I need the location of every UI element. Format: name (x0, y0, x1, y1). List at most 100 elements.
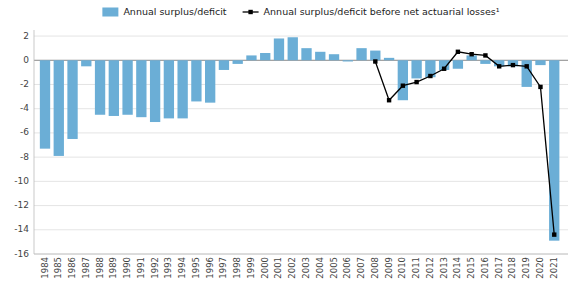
x-tick-label: 2021 (549, 257, 559, 279)
bar (480, 60, 490, 64)
y-tick-label: -4 (20, 103, 29, 113)
y-tick-label: -2 (20, 79, 29, 89)
bar (122, 60, 132, 114)
bar (150, 60, 160, 122)
y-tick-label: -6 (20, 127, 29, 137)
bar (411, 60, 421, 78)
x-tick-label: 2004 (315, 257, 325, 279)
series-bar (40, 37, 560, 240)
bar (522, 60, 532, 87)
bar (549, 60, 559, 240)
grid-line (34, 132, 568, 133)
bar (343, 60, 353, 61)
legend-label: Annual surplus/deficit (123, 6, 226, 17)
bar (246, 55, 256, 60)
x-tick-label: 1995 (191, 257, 201, 279)
bar (95, 60, 105, 114)
legend-item: Annual surplus/deficit before net actuar… (243, 6, 500, 17)
series-line (373, 50, 556, 237)
bar (535, 60, 545, 65)
marker (442, 67, 446, 71)
bar (384, 58, 394, 60)
plot-area (40, 37, 560, 240)
bar (67, 60, 77, 139)
marker (373, 59, 377, 63)
y-tick-label: -14 (14, 224, 29, 234)
x-tick-label: 1992 (150, 257, 160, 279)
bar (315, 52, 325, 60)
legend: Annual surplus/deficit Annual surplus/def… (102, 6, 499, 17)
x-tick-label: 2001 (273, 257, 283, 279)
marker (401, 83, 405, 87)
bar (301, 48, 311, 60)
legend-label: Annual surplus/deficit before net actuar… (264, 6, 500, 17)
x-tick-label: 1985 (53, 257, 63, 279)
x-axis-line (34, 254, 568, 255)
marker (428, 74, 432, 78)
x-axis: 1984198519861987198819891990199119921993… (34, 254, 568, 279)
y-axis-line (34, 30, 35, 254)
x-tick-label: 2015 (466, 257, 476, 279)
bar (81, 60, 91, 66)
bar (54, 60, 64, 156)
x-tick-label: 2018 (507, 257, 517, 279)
x-tick-label: 1989 (108, 257, 118, 279)
x-tick-label: 2003 (301, 257, 311, 279)
bar (288, 37, 298, 60)
marker (497, 64, 501, 68)
bar (164, 60, 174, 118)
x-tick-label: 1996 (205, 257, 215, 279)
x-tick-label: 2009 (384, 257, 394, 279)
x-tick-label: 2014 (452, 257, 462, 279)
y-tick-label: -16 (14, 249, 29, 259)
marker (538, 85, 542, 89)
x-tick-label: 2008 (370, 257, 380, 279)
x-tick-label: 1994 (177, 257, 187, 279)
x-tick-label: 2017 (494, 257, 504, 279)
marker (414, 80, 418, 84)
bar (329, 54, 339, 60)
x-tick-label: 2011 (411, 257, 421, 279)
bar (191, 60, 201, 101)
x-tick-label: 1999 (246, 257, 256, 279)
x-tick-label: 1984 (40, 257, 50, 279)
x-tick-label: 2007 (356, 257, 366, 279)
x-tick-label: 1990 (122, 257, 132, 279)
x-tick-label: 1986 (67, 257, 77, 279)
marker (552, 232, 556, 236)
marker (525, 64, 529, 68)
x-tick-label: 2020 (535, 257, 545, 279)
y-tick-label: -10 (14, 176, 29, 186)
marker (387, 98, 391, 102)
chart: -16-14-12-10-8-6-4-202198419851986198719… (0, 0, 576, 288)
legend-item: Annual surplus/deficit (102, 6, 226, 17)
x-tick-label: 2010 (397, 257, 407, 279)
bar (177, 60, 187, 118)
grid-line (34, 36, 568, 37)
x-tick-label: 2013 (439, 257, 449, 279)
x-tick-label: 1997 (218, 257, 228, 279)
x-tick-label: 1998 (232, 257, 242, 279)
bar (136, 60, 146, 117)
x-tick-label: 1988 (95, 257, 105, 279)
x-tick-label: 2002 (287, 257, 297, 279)
grid-line (34, 254, 568, 255)
bar (109, 60, 119, 116)
bar (274, 38, 284, 60)
line (375, 52, 554, 235)
y-tick-label: -8 (20, 152, 29, 162)
x-tick-label: 1993 (163, 257, 173, 279)
bar (453, 60, 463, 68)
x-tick-label: 2005 (329, 257, 339, 279)
x-tick-label: 1987 (81, 257, 91, 279)
bar (205, 60, 215, 102)
x-tick-label: 2012 (425, 257, 435, 279)
legend-swatch (102, 8, 118, 17)
grid-line (34, 205, 568, 206)
x-tick-label: 2000 (260, 257, 270, 279)
grid (34, 36, 568, 254)
grid-line (34, 181, 568, 182)
grid-line (34, 229, 568, 230)
bar (219, 60, 229, 70)
x-tick-label: 1991 (136, 257, 146, 279)
